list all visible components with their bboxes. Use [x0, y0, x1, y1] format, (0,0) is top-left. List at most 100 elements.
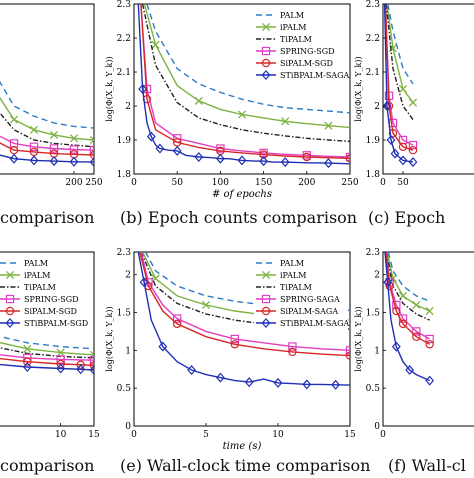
legend-marker-sipalm — [261, 306, 271, 316]
y-tick-label: 2 — [125, 271, 131, 281]
x-tick-label: 150 — [255, 178, 272, 188]
series-stibpalm-marker — [9, 153, 19, 164]
series-ipalm-marker — [398, 84, 408, 94]
series-ipalm-marker — [29, 125, 39, 134]
series-ipalm-marker — [69, 134, 79, 143]
series-stibpalm-marker — [56, 363, 66, 374]
x-tick-label: 0 — [131, 430, 137, 440]
x-tick-label: 10 — [272, 430, 284, 440]
series-spring-marker — [56, 355, 65, 364]
series-tipalm-line — [385, 252, 430, 321]
series-stibpalm-marker — [391, 341, 401, 352]
series-sipalm-marker — [345, 154, 350, 163]
y-tick-label: 2.3 — [117, 0, 132, 10]
series-stibpalm-marker — [216, 153, 225, 164]
series-palm-line — [0, 335, 94, 350]
series-sipalm-marker — [425, 340, 434, 349]
series-stibpalm-marker — [280, 157, 290, 168]
legend-label-palm: PALM — [280, 259, 304, 268]
series-ipalm-marker — [201, 300, 211, 310]
series-ipalm-marker — [151, 40, 160, 49]
series-stibpalm-marker — [158, 341, 168, 352]
series-ipalm-line — [0, 96, 94, 141]
x-tick-label: 50 — [171, 178, 183, 188]
series-stibpalm-marker — [383, 100, 392, 112]
series-spring-line — [0, 354, 94, 361]
legend-marker-spring — [261, 294, 271, 304]
series-stibpalm-marker — [172, 145, 182, 156]
x-tick-label: 200 — [65, 178, 82, 188]
legend-marker-ipalm — [5, 270, 15, 280]
series-sipalm-marker — [259, 150, 268, 159]
series-sipalm-marker — [392, 306, 401, 316]
series-stibpalm-marker — [302, 379, 312, 390]
x-tick-label: 250 — [85, 178, 102, 188]
series-stibpalm-marker — [408, 157, 418, 168]
series-palm-line — [387, 4, 414, 85]
legend-label-stibpalm: STiBPALM-SAGA — [280, 71, 350, 80]
chart-d: 10 15 PALM iPALM TiPALM SPRING-SGD SiPALM-SGD S… — [0, 251, 100, 440]
legend-label-sipalm: SiPALM-SAGA — [280, 307, 338, 316]
legend-label-tipalm: TiPALM — [280, 35, 312, 44]
legend-label-stibpalm: STiBPALM-SAGA — [280, 319, 350, 328]
series-stibpalm-line — [137, 252, 350, 386]
legend-label-spring: SPRING-SGD — [24, 295, 79, 304]
series-ipalm-marker — [281, 117, 290, 126]
y-tick-label: 1.8 — [366, 170, 381, 180]
legend: PALM iPALM TiPALM SPRING-SAGA SiPALM-SAGA STi… — [254, 255, 350, 331]
legend: PALM iPALM TiPALM SPRING-SGD SiPALM-SGD STiBP… — [0, 255, 92, 331]
caption-top-left: comparison — [0, 208, 95, 227]
y-tick-label: 2 — [374, 271, 380, 281]
y-axis-label: log(Φ(X_k, Y_k)) — [105, 56, 114, 121]
series-stibpalm-marker — [386, 134, 396, 146]
series-stibpalm-marker — [146, 131, 156, 142]
series-stibpalm-marker — [244, 377, 254, 388]
series-spring-marker — [216, 144, 225, 153]
chart-f: 00 0.5 1 1.5 2 2.3 log(Φ(X_k, Y_k)) — [354, 248, 474, 440]
legend-label-ipalm: iPALM — [24, 271, 51, 280]
series-sipalm-marker — [408, 145, 418, 155]
y-tick-label: 0.5 — [366, 384, 381, 394]
y-tick-label: 2 — [374, 102, 380, 112]
series-stibpalm-line — [384, 252, 430, 382]
plot-frame — [382, 3, 474, 175]
x-tick-label: 250 — [341, 178, 358, 188]
series-stibpalm-marker — [29, 155, 39, 166]
series-sipalm-marker — [385, 281, 394, 291]
series-spring-marker — [288, 342, 297, 351]
series-ipalm-marker — [9, 115, 19, 124]
series-sipalm-marker — [398, 142, 408, 151]
legend-label-ipalm: iPALM — [280, 23, 307, 32]
series-sipalm-line — [139, 252, 350, 357]
legend-marker-ipalm — [261, 270, 271, 280]
series-stibpalm-marker — [76, 364, 86, 375]
legend-label-spring: SPRING-SGD — [280, 47, 335, 56]
legend-marker-stibpalm — [261, 317, 271, 329]
legend-label-spring: SPRING-SAGA — [280, 295, 340, 304]
y-tick-label: 2.1 — [117, 68, 131, 78]
y-axis-label: log(Φ(X_k, Y_k)) — [354, 56, 363, 121]
y-tick-label: 2.2 — [366, 34, 380, 44]
series-palm-line — [387, 252, 430, 302]
series-sipalm-marker — [76, 360, 85, 369]
series-sipalm-marker — [398, 319, 408, 329]
legend-label-tipalm: TiPALM — [24, 283, 56, 292]
caption-top-middle: (b) Epoch counts comparison — [120, 208, 358, 227]
series-sipalm-marker — [345, 351, 350, 360]
x-tick-label: 0 — [380, 178, 386, 188]
series-palm-line — [146, 4, 350, 114]
x-tick-label: 10 — [55, 430, 67, 440]
series-sipalm-marker — [89, 361, 94, 370]
series-stibpalm-marker — [324, 158, 333, 169]
series-ipalm-marker — [56, 348, 65, 357]
series-stibpalm-line — [0, 363, 94, 371]
x-tick-label: 15 — [344, 430, 356, 440]
caption-bottom-left: comparison — [0, 456, 95, 475]
x-tick-label: 15 — [88, 430, 100, 440]
y-tick-label: 1 — [125, 346, 131, 356]
series-sipalm-marker — [288, 347, 297, 357]
series-ipalm-marker — [408, 98, 418, 107]
series-spring-marker — [412, 327, 421, 336]
